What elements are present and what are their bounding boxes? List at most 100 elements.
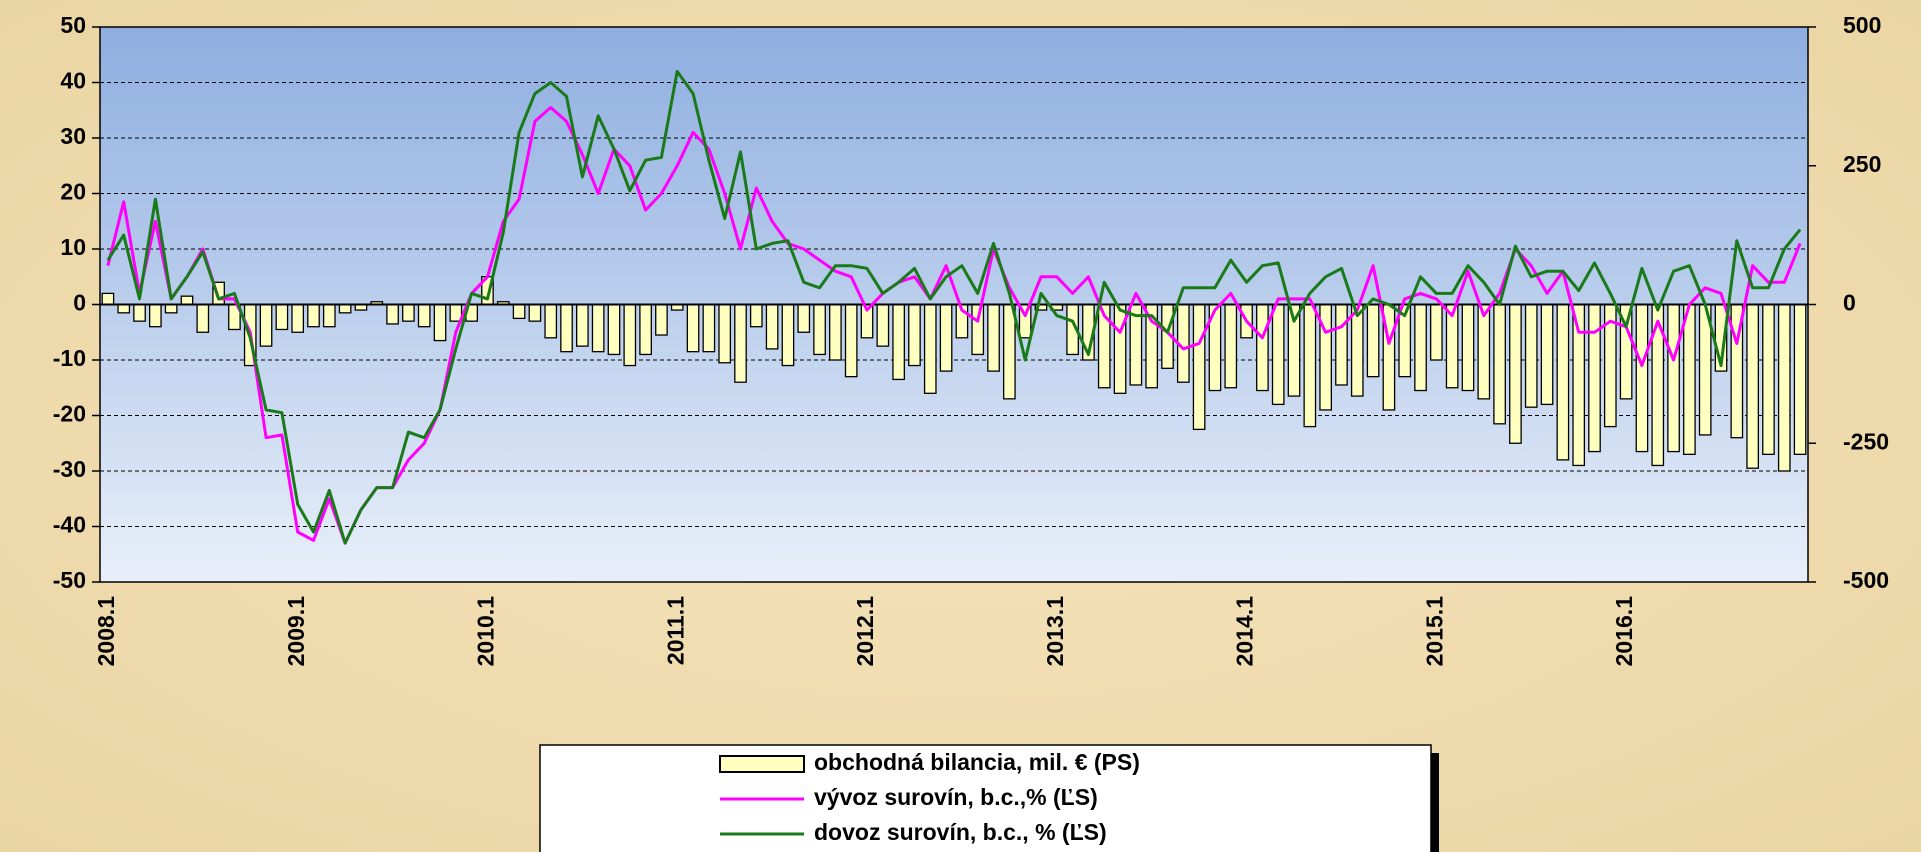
bar: [1746, 303, 1759, 469]
x-tick-label: 2011.1: [662, 596, 688, 665]
legend-label: obchodná bilancia, mil. € (PS): [814, 749, 1140, 775]
plot-border: [99, 26, 1809, 583]
bar: [1762, 303, 1775, 456]
bar: [734, 303, 747, 383]
bar: [781, 303, 795, 367]
bar: [275, 303, 289, 331]
legend-label: vývoz surovín, b.c.,% (ĽS): [814, 784, 1098, 810]
bar: [149, 303, 162, 328]
y-tick-label: -30: [53, 456, 86, 482]
bar: [1588, 303, 1601, 453]
y-tick-label: 30: [60, 123, 86, 149]
bar: [560, 303, 573, 353]
bar: [1350, 303, 1364, 397]
bar: [417, 303, 431, 328]
bar: [1509, 303, 1522, 444]
bar: [1524, 303, 1538, 408]
legend-label: dovoz surovín, b.c., % (ĽS): [814, 819, 1107, 845]
bar: [1113, 303, 1127, 394]
bar: [133, 303, 146, 322]
bar: [386, 303, 399, 325]
bar: [576, 303, 589, 347]
x-tick-label: 2010.1: [473, 596, 499, 667]
bar: [844, 303, 858, 378]
bar: [117, 303, 131, 314]
y2-tick-label: 500: [1843, 12, 1881, 38]
x-tick-label: 2012.1: [852, 596, 878, 667]
bar: [1477, 303, 1491, 400]
bar: [512, 303, 526, 320]
bar: [1319, 303, 1332, 411]
bar: [1192, 303, 1206, 431]
y-tick-label: -10: [53, 345, 86, 371]
y-tick-label: 50: [60, 12, 86, 38]
y-tick-label: -20: [53, 401, 86, 427]
bar: [1335, 303, 1348, 386]
y-tick-label: -40: [53, 512, 86, 538]
y2-tick-label: 250: [1843, 151, 1881, 177]
bar: [971, 303, 985, 356]
bar: [259, 303, 273, 347]
bar: [1635, 303, 1649, 453]
x-tick-label: 2013.1: [1042, 596, 1068, 667]
bar: [655, 303, 668, 336]
bar: [607, 303, 621, 356]
bar: [591, 303, 605, 353]
bar: [829, 303, 842, 361]
bar: [433, 303, 447, 342]
y-tick-label: 20: [60, 179, 86, 205]
bar: [1683, 303, 1696, 456]
bar: [639, 303, 652, 356]
bar: [939, 303, 953, 372]
bar: [749, 303, 763, 328]
bar: [797, 303, 811, 333]
bar: [1540, 303, 1554, 406]
legend: [539, 744, 1432, 852]
bar: [307, 303, 320, 328]
bar: [623, 303, 637, 367]
y-tick-label: 10: [60, 234, 86, 260]
bar: [1793, 303, 1807, 456]
y-tick-label: 0: [73, 290, 86, 316]
bar: [1430, 303, 1443, 361]
bar: [908, 303, 921, 367]
y2-tick-label: -500: [1843, 567, 1889, 593]
y-tick-label: -50: [53, 567, 86, 593]
bar: [101, 292, 115, 306]
bar: [196, 303, 210, 333]
bar: [1667, 303, 1680, 453]
bar: [1271, 303, 1285, 406]
bar: [544, 303, 558, 339]
bar: [892, 303, 905, 381]
bar: [164, 303, 178, 314]
bar: [1224, 303, 1238, 389]
y2-tick-label: 0: [1843, 290, 1856, 316]
bar: [702, 303, 716, 353]
bar: [291, 303, 305, 333]
bar: [1777, 303, 1791, 472]
bar: [987, 303, 1000, 372]
x-tick-label: 2016.1: [1611, 596, 1637, 667]
bar: [1414, 303, 1427, 392]
bar: [1493, 303, 1506, 425]
bar: [923, 303, 937, 394]
bar: [322, 303, 336, 328]
y2-tick-label: -250: [1843, 428, 1889, 454]
y-tick-label: 40: [60, 68, 86, 94]
bar: [765, 303, 779, 350]
bar: [1256, 303, 1269, 392]
bar: [528, 303, 542, 322]
bar: [1461, 303, 1475, 392]
x-tick-label: 2008.1: [93, 596, 119, 667]
x-tick-label: 2009.1: [283, 596, 309, 667]
bar: [1303, 303, 1317, 428]
bar: [813, 303, 826, 356]
bar: [338, 303, 352, 314]
bar: [180, 295, 194, 306]
x-tick-label: 2014.1: [1232, 596, 1258, 667]
line: [106, 69, 1802, 545]
bar: [876, 303, 890, 347]
bar: [718, 303, 732, 364]
